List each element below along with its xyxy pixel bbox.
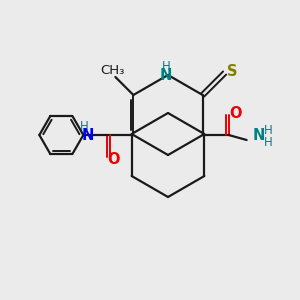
Text: N: N: [253, 128, 265, 143]
Text: O: O: [230, 106, 242, 121]
Text: H: H: [264, 124, 273, 136]
Text: CH₃: CH₃: [100, 64, 124, 77]
Text: H: H: [264, 136, 273, 148]
Text: N: N: [160, 68, 172, 82]
Text: H: H: [162, 59, 170, 73]
Text: N: N: [81, 128, 94, 142]
Text: S: S: [227, 64, 238, 79]
Text: H: H: [80, 121, 89, 134]
Text: O: O: [107, 152, 120, 166]
